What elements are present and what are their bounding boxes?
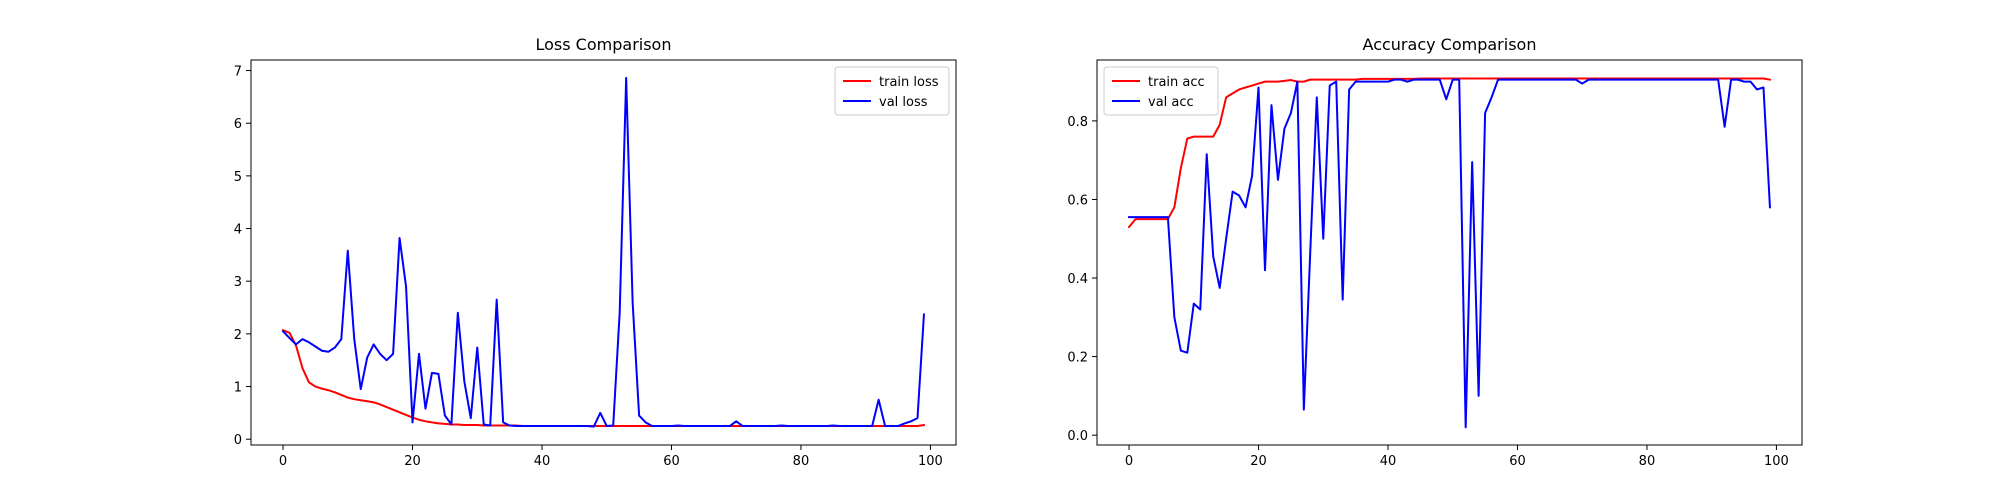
accuracy-plot-area <box>1127 77 1772 429</box>
y-tick-label: 0.0 <box>1067 429 1088 444</box>
y-tick-label: 0.4 <box>1067 272 1088 287</box>
series-line-train-loss <box>281 328 926 428</box>
legend-box <box>834 66 950 116</box>
y-tick-label: 5 <box>234 170 242 185</box>
y-tick-label: 4 <box>234 223 242 238</box>
accuracy-legend: train acc val acc <box>1103 66 1219 116</box>
y-tick-label: 6 <box>234 117 242 132</box>
loss-legend: train loss val loss <box>834 66 950 116</box>
y-tick-label: 2 <box>234 328 242 343</box>
x-tick-label: 60 <box>663 454 680 469</box>
legend-label: train acc <box>1148 75 1205 90</box>
y-tick-label: 7 <box>234 65 242 80</box>
y-tick-label: 1 <box>234 381 242 396</box>
x-tick-label: 20 <box>1250 454 1267 469</box>
x-tick-label: 80 <box>793 454 810 469</box>
loss-plot-area <box>281 76 926 428</box>
y-tick-label: 0 <box>234 433 242 448</box>
accuracy-axes-frame <box>1096 59 1803 446</box>
legend-label: val acc <box>1148 95 1194 110</box>
series-line-val-acc <box>1128 78 1772 429</box>
accuracy-comparison-panel: Accuracy Comparison 0 20 40 60 80 100 0.0 0.2 0.4… <box>1067 35 1803 469</box>
x-tick-label: 40 <box>1380 454 1397 469</box>
x-tick-label: 100 <box>1764 454 1789 469</box>
x-tick-label: 20 <box>404 454 421 469</box>
series-line-train-acc <box>1127 77 1772 229</box>
x-tick-label: 40 <box>534 454 551 469</box>
x-tick-label: 100 <box>918 454 943 469</box>
legend-box <box>1103 66 1219 116</box>
y-tick-label: 0.8 <box>1067 115 1088 130</box>
legend-label: val loss <box>879 95 928 110</box>
x-tick-label: 0 <box>279 454 287 469</box>
y-tick-label: 0.2 <box>1067 351 1088 366</box>
loss-comparison-panel: Loss Comparison 0 20 40 60 80 100 0 1 2 3 4 5 6 7 train… <box>234 35 957 469</box>
y-tick-label: 0.6 <box>1067 193 1088 208</box>
loss-chart-title: Loss Comparison <box>536 35 672 54</box>
x-tick-label: 80 <box>1639 454 1656 469</box>
loss-axes-frame <box>250 59 957 446</box>
x-tick-label: 60 <box>1509 454 1526 469</box>
x-tick-label: 0 <box>1125 454 1133 469</box>
accuracy-chart-title: Accuracy Comparison <box>1363 35 1537 54</box>
y-tick-label: 3 <box>234 275 242 290</box>
legend-label: train loss <box>879 75 939 90</box>
series-line-val-loss <box>281 76 926 428</box>
